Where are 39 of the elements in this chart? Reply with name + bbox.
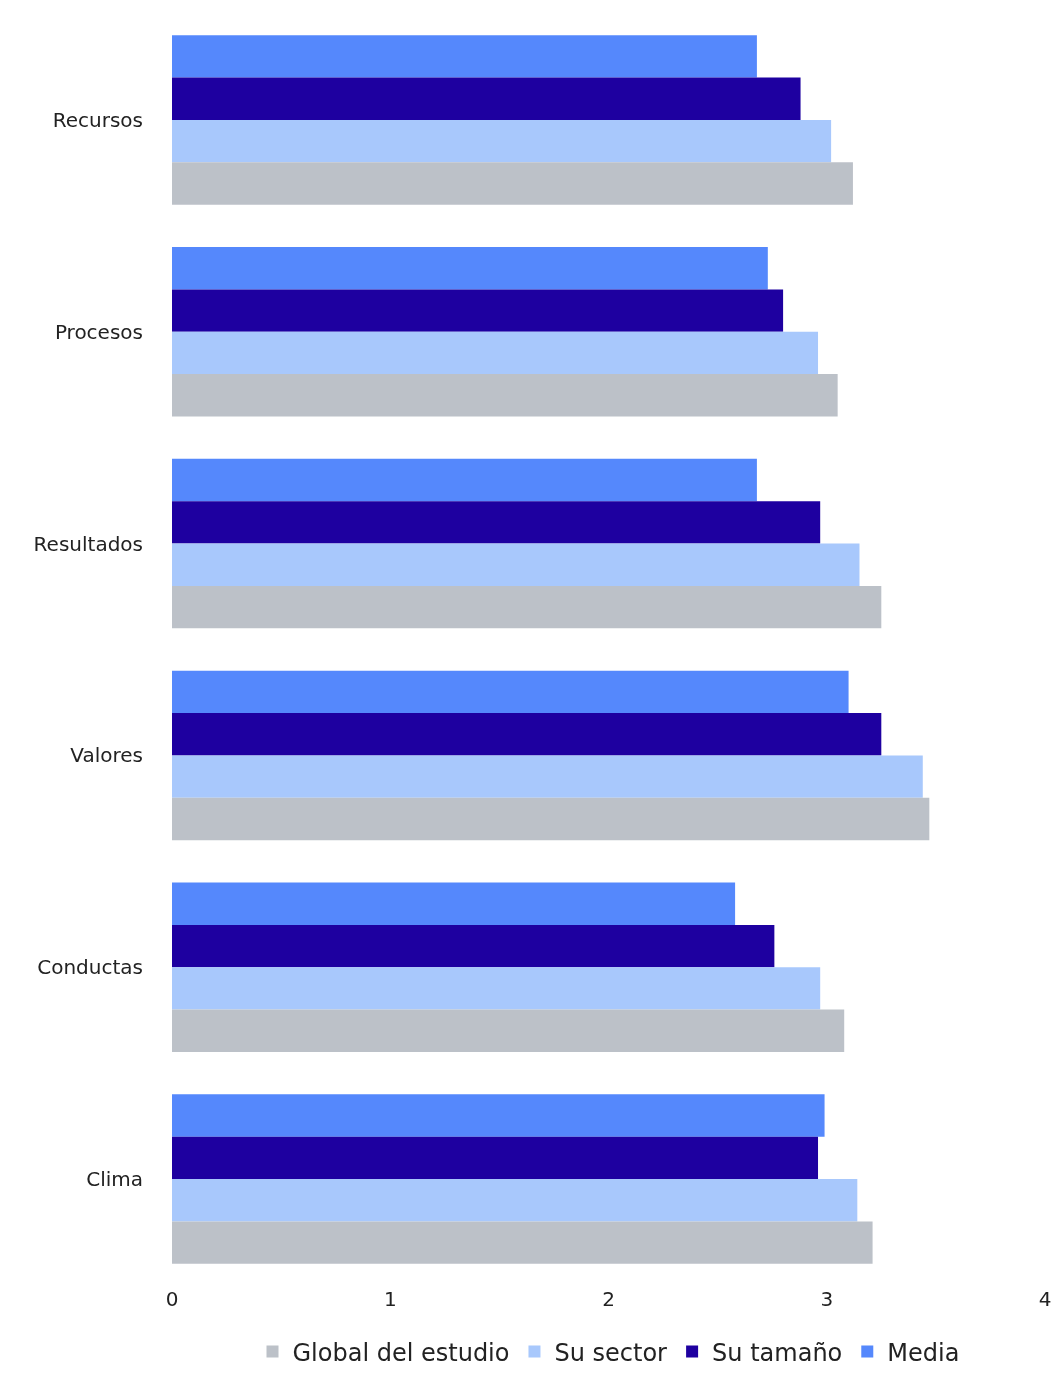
legend-label: Media <box>887 1338 960 1367</box>
bar <box>172 162 853 205</box>
bar <box>172 755 923 798</box>
x-tick-label: 0 <box>165 1287 179 1311</box>
x-tick-label: 4 <box>1038 1287 1052 1311</box>
bar <box>172 713 882 756</box>
bar <box>172 35 757 78</box>
bar <box>172 77 801 120</box>
bar <box>172 924 775 968</box>
bar <box>172 501 821 544</box>
bar <box>172 1179 858 1222</box>
y-tick-label: Procesos <box>54 319 143 344</box>
bar <box>172 289 784 332</box>
bar <box>172 1009 845 1052</box>
bar <box>172 797 930 841</box>
bar <box>172 1136 819 1180</box>
bar <box>172 247 768 290</box>
bar <box>172 1221 873 1264</box>
y-tick-label: Valores <box>70 743 143 768</box>
x-tick-label: 3 <box>820 1287 834 1311</box>
bar <box>172 670 849 714</box>
bar <box>172 967 821 1010</box>
bar <box>172 458 757 502</box>
bar <box>172 543 860 586</box>
y-tick-label: Resultados <box>33 531 143 556</box>
bar <box>172 374 838 417</box>
bar <box>172 585 882 629</box>
x-tick-label: 1 <box>383 1287 397 1311</box>
bar <box>172 1094 825 1137</box>
y-tick-label: Clima <box>86 1167 143 1192</box>
x-tick-label: 2 <box>602 1287 615 1311</box>
y-tick-label: Recursos <box>52 107 143 132</box>
legend-label: Global del estudio <box>292 1338 510 1367</box>
bar <box>172 331 819 375</box>
legend-label: Su sector <box>554 1338 668 1367</box>
bar <box>172 882 736 925</box>
bar <box>172 119 832 163</box>
legend-label: Su tamaño <box>712 1338 843 1367</box>
y-tick-label: Conductas <box>37 955 143 980</box>
